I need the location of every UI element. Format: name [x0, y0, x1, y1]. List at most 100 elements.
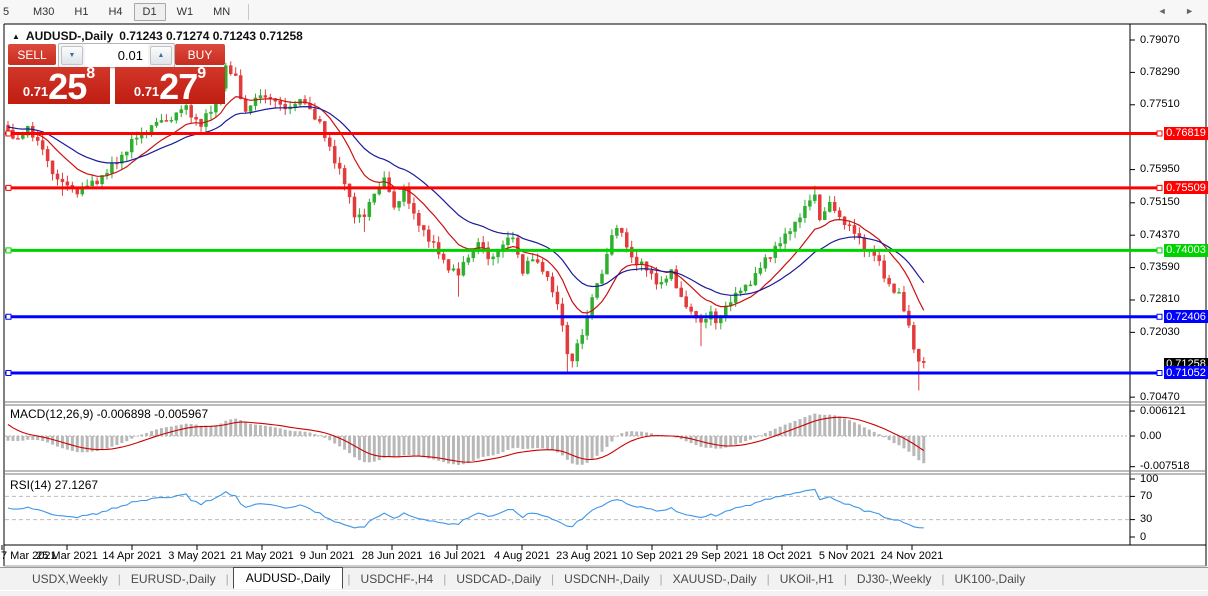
lot-size-input[interactable]: 0.01: [85, 44, 148, 67]
line-anchor-square: [1157, 248, 1162, 253]
macd-histogram-bar: [848, 420, 851, 436]
macd-histogram-bar: [71, 436, 74, 451]
date-axis-label: 9 Jun 2021: [300, 550, 354, 562]
candle-body: [155, 122, 158, 125]
collapse-triangle-icon[interactable]: ▲: [12, 32, 20, 41]
chart-tab-dj30-[interactable]: DJ30-,Weekly: [851, 569, 937, 589]
candle-body: [323, 121, 326, 137]
macd-histogram-bar: [432, 436, 435, 459]
level-price-label: 0.72406: [1164, 310, 1208, 323]
candle-body: [373, 194, 376, 202]
level-price-label: 0.75509: [1164, 181, 1208, 194]
macd-histogram-bar: [893, 436, 896, 443]
macd-histogram-bar: [244, 422, 247, 436]
candle-body: [605, 254, 608, 274]
tab-separator: |: [660, 572, 663, 586]
sell-button[interactable]: SELL: [8, 44, 56, 65]
candle-body: [813, 195, 816, 201]
macd-histogram-bar: [571, 436, 574, 464]
date-axis-label: 28 Jun 2021: [362, 550, 423, 562]
chart-ohlc-values: 0.71243 0.71274 0.71243 0.71258: [119, 29, 303, 43]
price-axis-tick-label: 0.72030: [1140, 326, 1180, 338]
price-axis-tick-label: 0.74370: [1140, 229, 1180, 241]
lot-increase-button[interactable]: ▲: [150, 46, 172, 65]
candle-body: [259, 96, 262, 98]
macd-histogram-bar: [46, 436, 49, 442]
chart-tab-usdx[interactable]: USDX,Weekly: [26, 569, 114, 589]
candle-body: [541, 262, 544, 271]
macd-histogram-bar: [907, 436, 910, 452]
macd-histogram-bar: [318, 435, 321, 436]
line-anchor-square: [6, 314, 11, 319]
macd-histogram-bar: [11, 436, 14, 441]
candle-body: [625, 233, 628, 248]
macd-histogram-bar: [714, 436, 717, 449]
macd-histogram-bar: [205, 426, 208, 436]
chart-tab-usdcnh-[interactable]: USDCNH-,Daily: [558, 569, 655, 589]
chart-tab-ukoil-[interactable]: UKOil-,H1: [774, 569, 840, 589]
candle-body: [838, 211, 841, 217]
macd-histogram-bar: [477, 436, 480, 459]
chart-tab-usdcad-[interactable]: USDCAD-,Daily: [450, 569, 547, 589]
macd-histogram-bar: [601, 436, 604, 452]
candle-body: [368, 202, 371, 216]
chart-tab-xauusd-[interactable]: XAUUSD-,Daily: [667, 569, 763, 589]
macd-histogram-bar: [26, 436, 29, 440]
candle-body: [749, 285, 752, 286]
candle-body: [467, 258, 470, 262]
candle-body: [353, 197, 356, 217]
macd-histogram-bar: [323, 436, 326, 438]
candle-body: [521, 254, 524, 273]
candle-body: [808, 201, 811, 207]
price-axis-tick-label: 0.79070: [1140, 34, 1180, 46]
macd-histogram-bar: [407, 436, 410, 455]
macd-histogram-bar: [299, 431, 302, 436]
candle-body: [348, 184, 351, 197]
candle-body: [363, 215, 366, 217]
macd-histogram-bar: [328, 436, 331, 440]
rsi-axis-label: 100: [1140, 473, 1158, 485]
tab-separator: |: [551, 572, 554, 586]
candle-body: [744, 285, 747, 291]
macd-histogram-bar: [86, 436, 89, 452]
candle-body: [452, 269, 455, 270]
tab-separator: |: [844, 572, 847, 586]
candle-body: [294, 104, 297, 107]
macd-histogram-bar: [769, 431, 772, 436]
macd-histogram-bar: [165, 427, 168, 436]
macd-header: MACD(12,26,9) -0.006898 -0.005967: [10, 407, 208, 421]
macd-histogram-bar: [313, 434, 316, 436]
macd-histogram-bar: [759, 435, 762, 436]
candle-body: [160, 120, 163, 122]
lot-decrease-button[interactable]: ▼: [61, 46, 83, 65]
chart-tab-usdchf-[interactable]: USDCHF-,H4: [355, 569, 440, 589]
buy-price-prefix: 0.71: [134, 84, 159, 99]
lot-size-control: ▼ 0.01 ▲: [58, 43, 175, 68]
candle-body: [576, 344, 579, 361]
macd-histogram-bar: [576, 436, 579, 465]
macd-histogram-bar: [150, 431, 153, 436]
candle-body: [917, 349, 920, 361]
price-axis-tick-label: 0.72810: [1140, 293, 1180, 305]
candle-body: [209, 112, 212, 113]
chart-tab-eurusd-[interactable]: EURUSD-,Daily: [125, 569, 222, 589]
candle-body: [492, 257, 495, 259]
chart-tab-uk100-[interactable]: UK100-,Daily: [949, 569, 1032, 589]
macd-histogram-bar: [437, 436, 440, 461]
tab-scroll-arrows[interactable]: ◄ ►: [1158, 6, 1202, 16]
candle-body: [56, 174, 59, 179]
candle-body: [511, 238, 514, 239]
tab-separator: |: [443, 572, 446, 586]
candle-body: [358, 215, 361, 217]
line-anchor-square: [1157, 370, 1162, 375]
macd-histogram-bar: [640, 432, 643, 436]
macd-histogram-bar: [497, 436, 500, 454]
candle-body: [51, 161, 54, 174]
candle-body: [427, 230, 430, 242]
macd-histogram-bar: [843, 418, 846, 436]
chart-tab-audusd-[interactable]: AUDUSD-,Daily: [233, 567, 344, 589]
price-axis-tick-label: 0.78290: [1140, 66, 1180, 78]
buy-button[interactable]: BUY: [175, 44, 225, 65]
